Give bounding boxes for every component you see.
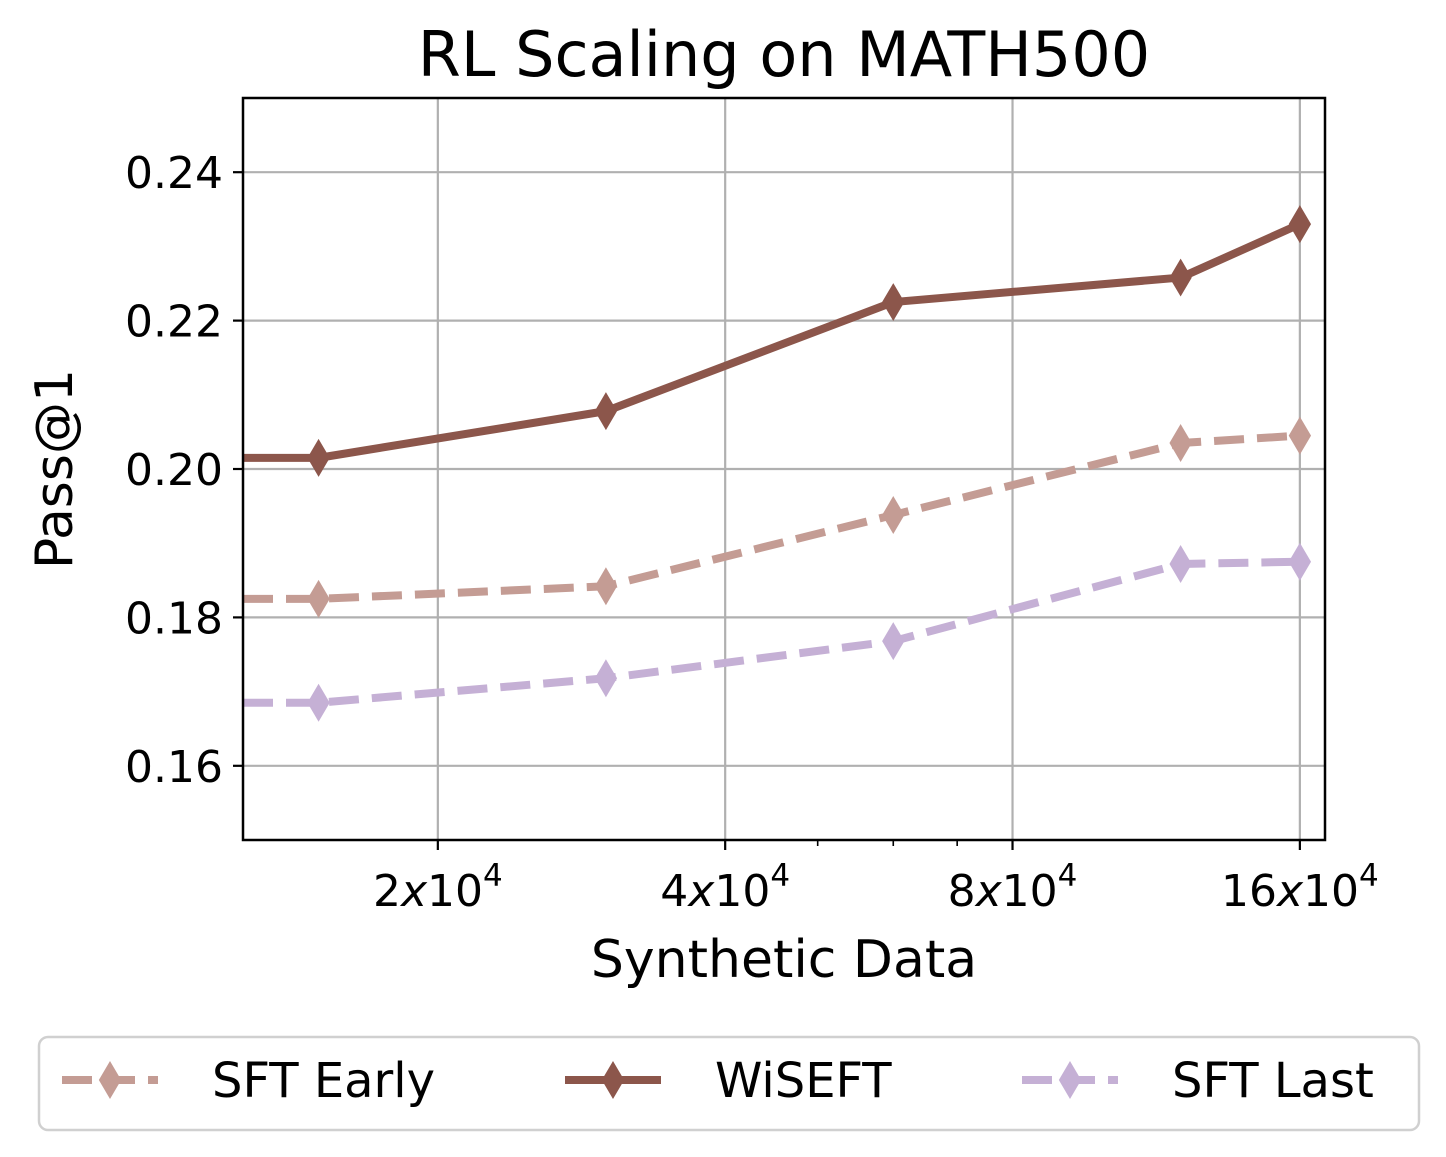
y-axis-label: Pass@1	[25, 369, 85, 569]
data-point	[1288, 416, 1312, 455]
y-tick-label: 0.22	[125, 297, 223, 348]
x-tick-label: 16x104	[1221, 858, 1379, 917]
legend-item: WiSEFT	[565, 1053, 892, 1109]
legend-marker	[601, 1061, 625, 1099]
legend-label: WiSEFT	[715, 1053, 892, 1109]
y-tick-label: 0.18	[125, 593, 223, 644]
series-sft-last	[243, 542, 1312, 722]
legend-frame	[37, 1035, 1421, 1132]
series-line	[243, 431, 1301, 603]
ticks: 0.16 0.18 0.20 0.22 0.24 2x104 4x104 8x104 16x10…	[125, 148, 1379, 917]
data-point	[882, 496, 905, 534]
data-point	[882, 622, 905, 661]
data-point	[1169, 424, 1192, 463]
legend: SFT Early WiSEFT SFT Last	[37, 1035, 1421, 1132]
data-point	[1169, 258, 1192, 297]
legend-item: SFT Early	[62, 1053, 435, 1109]
data-point	[594, 392, 618, 431]
data-point	[1288, 542, 1312, 581]
data-point	[882, 283, 905, 322]
x-tick-label: 4x104	[660, 858, 790, 917]
legend-marker	[1058, 1061, 1082, 1099]
y-tick-label: 0.16	[125, 742, 223, 793]
legend-label: SFT Early	[212, 1053, 435, 1109]
series-line	[243, 220, 1302, 462]
legend-marker	[98, 1061, 122, 1099]
data-point	[594, 567, 618, 606]
series-layer	[243, 205, 1312, 722]
data-point	[307, 683, 330, 722]
x-tick-label: 2x104	[373, 858, 503, 917]
data-point	[307, 579, 330, 618]
data-point	[307, 438, 330, 477]
legend-label: SFT Last	[1172, 1053, 1374, 1109]
series-sft-early	[243, 416, 1312, 618]
grid	[243, 98, 1325, 840]
x-tick-label: 8x104	[948, 858, 1078, 917]
series-line	[243, 557, 1300, 707]
data-point	[594, 659, 618, 698]
chart-title: RL Scaling on MATH500	[418, 18, 1150, 91]
data-point	[1169, 545, 1192, 583]
series-wiseft	[243, 205, 1312, 477]
data-point	[1288, 205, 1312, 244]
x-axis-label: Synthetic Data	[591, 930, 977, 990]
legend-item: SFT Last	[1022, 1053, 1374, 1109]
y-tick-label: 0.20	[125, 445, 223, 496]
y-tick-label: 0.24	[125, 148, 223, 199]
